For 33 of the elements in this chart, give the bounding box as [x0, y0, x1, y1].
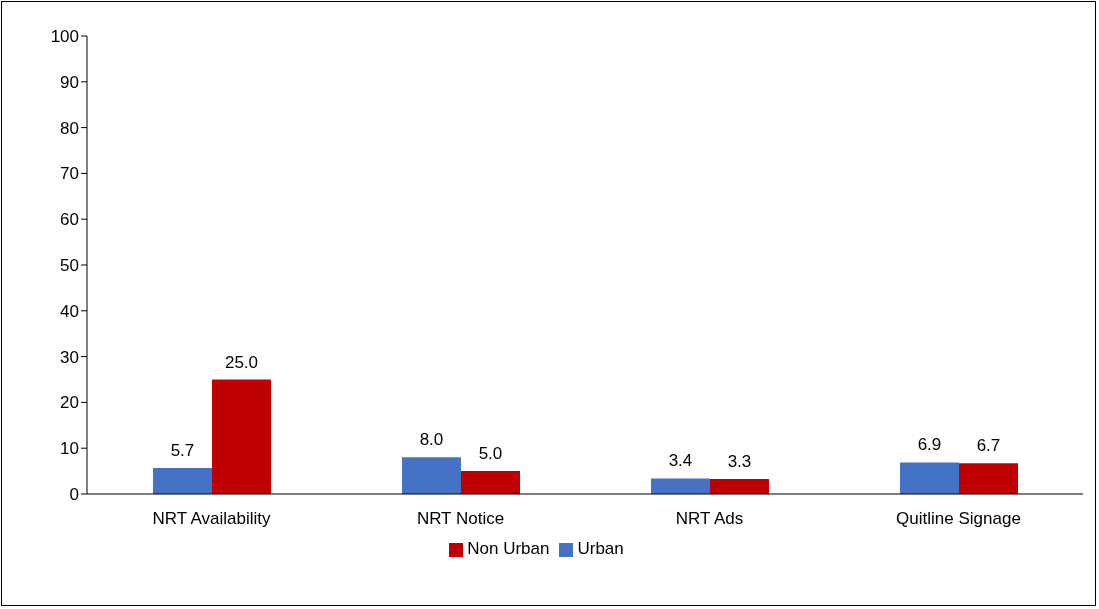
legend-label: Non Urban: [467, 539, 550, 558]
x-tick-label: NRT Ads: [675, 509, 744, 529]
data-label: 6.9: [917, 435, 942, 455]
x-tick-label: Quitline Signage: [896, 509, 1021, 529]
y-tick-label: 70: [60, 164, 79, 184]
bar: [650, 478, 710, 494]
bar: [709, 478, 769, 494]
x-tick-label: NRT Notice: [416, 509, 505, 529]
data-label: 3.4: [668, 451, 693, 471]
data-label: 8.0: [419, 430, 444, 450]
bar: [152, 467, 212, 494]
bar: [401, 457, 461, 494]
y-tick-label: 10: [60, 439, 79, 459]
bar: [460, 471, 520, 494]
data-label: 6.7: [976, 436, 1001, 456]
y-tick-label: 40: [60, 301, 79, 321]
y-tick-label: 100: [50, 27, 79, 47]
y-tick-label: 20: [60, 393, 79, 413]
bar: [899, 462, 959, 494]
y-tick-label: 0: [69, 485, 79, 505]
y-tick-label: 60: [60, 210, 79, 230]
y-tick-label: 50: [60, 256, 79, 276]
legend-label: Urban: [577, 539, 624, 558]
bar: [211, 379, 271, 494]
data-label: 25.0: [224, 352, 259, 372]
data-label: 5.0: [478, 444, 503, 464]
y-tick-label: 30: [60, 347, 79, 367]
bar: [958, 463, 1018, 494]
y-tick-label: 90: [60, 72, 79, 92]
data-label: 5.7: [170, 440, 195, 460]
x-tick-label: NRT Availability: [152, 509, 272, 529]
data-label: 3.3: [727, 451, 752, 471]
y-tick-label: 80: [60, 118, 79, 138]
